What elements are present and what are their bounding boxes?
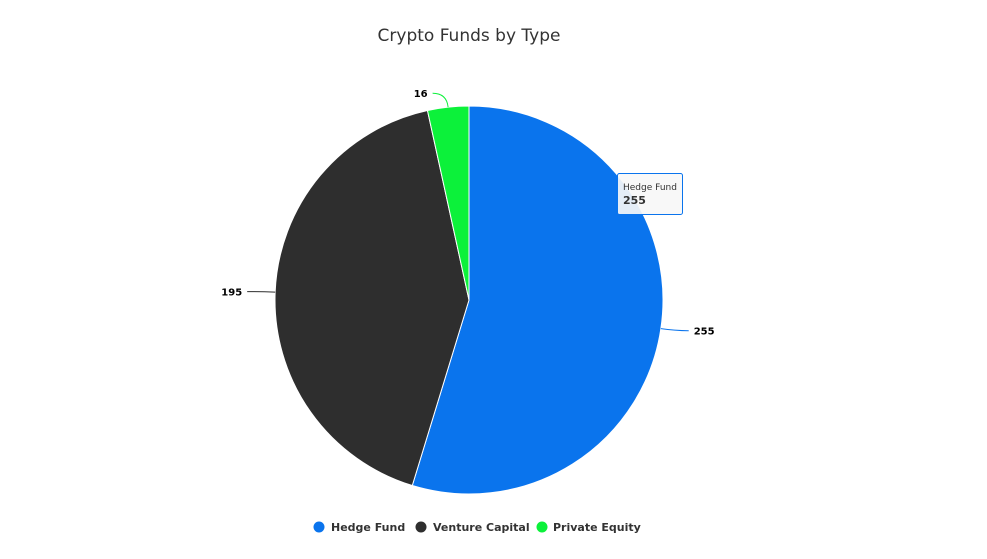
connector-hedge-fund (660, 328, 689, 332)
data-label-venture-capital: 195 (221, 288, 242, 299)
tooltip-box (617, 173, 683, 215)
legend: Hedge Fund Venture Capital Private Equit… (313, 521, 641, 534)
legend-marker-venture-capital (415, 521, 427, 533)
legend-item-private-equity[interactable]: Private Equity (536, 521, 641, 534)
data-label-private-equity: 16 (414, 89, 428, 100)
tooltip-series-name: Hedge Fund (623, 183, 677, 193)
legend-item-venture-capital[interactable]: Venture Capital (415, 521, 530, 534)
legend-label-private-equity: Private Equity (553, 521, 641, 534)
legend-item-hedge-fund[interactable]: Hedge Fund (313, 521, 406, 534)
slice-hedge-fund[interactable] (411, 105, 664, 495)
data-labels: 255 195 16 (221, 89, 714, 338)
legend-label-venture-capital: Venture Capital (433, 521, 530, 534)
connector-venture-capital (247, 291, 276, 293)
tooltip: Hedge Fund 255 (617, 173, 683, 215)
pie-slices (274, 105, 664, 495)
chart-title: Crypto Funds by Type (378, 26, 561, 46)
legend-label-hedge-fund: Hedge Fund (331, 521, 405, 534)
legend-marker-private-equity (536, 521, 548, 533)
connector-private-equity (432, 92, 449, 108)
tooltip-value: 255 (623, 194, 646, 207)
data-label-hedge-fund: 255 (694, 327, 715, 338)
label-connectors (247, 92, 689, 332)
legend-marker-hedge-fund (313, 521, 325, 533)
